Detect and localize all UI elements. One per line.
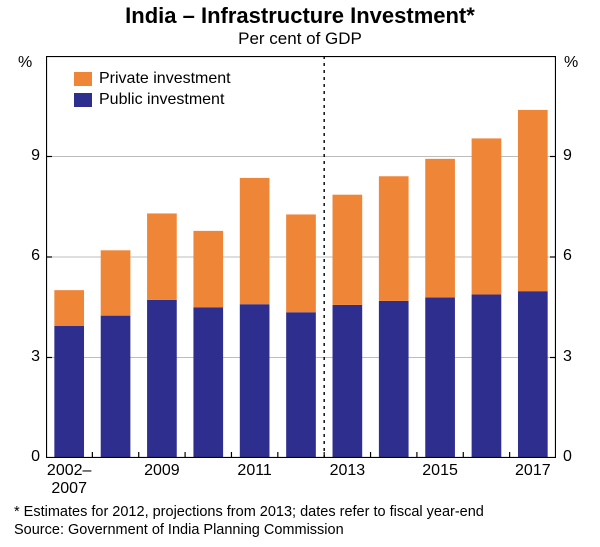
ytick-left-9: 9 (12, 147, 40, 165)
chart-subtitle: Per cent of GDP (0, 29, 600, 49)
bar-private (101, 250, 131, 315)
bar-private (472, 138, 502, 294)
bar-private (425, 159, 455, 298)
bar-public (101, 316, 131, 458)
chart-title: India – Infrastructure Investment* (0, 0, 600, 29)
legend-label: Private investment (99, 70, 231, 88)
bar-private (286, 214, 316, 312)
legend-item: Private investment (74, 70, 231, 88)
y-axis-unit-right: % (564, 54, 578, 72)
chart-root: India – Infrastructure Investment* Per c… (0, 0, 600, 547)
bar-public (147, 300, 177, 458)
xtick-0: 2002– 2007 (29, 462, 109, 499)
xtick-8: 2015 (400, 462, 480, 480)
footnotes: * Estimates for 2012, projections from 2… (14, 504, 484, 539)
footnote-2: Source: Government of India Planning Com… (14, 522, 484, 540)
ytick-left-3: 3 (12, 348, 40, 366)
bar-private (518, 110, 548, 291)
footnote-1: * Estimates for 2012, projections from 2… (14, 504, 484, 522)
bar-private (147, 213, 177, 299)
legend-item: Public investment (74, 91, 231, 109)
ytick-right-9: 9 (563, 147, 572, 165)
xtick-10: 2017 (493, 462, 573, 480)
bar-public (54, 326, 84, 458)
xtick-4: 2011 (215, 462, 295, 480)
bar-private (54, 290, 84, 326)
bar-public (518, 291, 548, 458)
bar-public (240, 304, 270, 458)
bar-public (286, 312, 316, 458)
bar-private (333, 195, 363, 305)
legend: Private investment Public investment (74, 70, 231, 112)
bar-private (240, 178, 270, 304)
bar-public (333, 305, 363, 458)
plot-area (46, 56, 556, 458)
legend-label: Public investment (99, 91, 224, 109)
bar-public (379, 301, 409, 458)
ytick-right-6: 6 (563, 247, 572, 265)
ytick-left-6: 6 (12, 247, 40, 265)
bar-private (379, 176, 409, 301)
legend-swatch (74, 93, 92, 107)
bar-public (193, 307, 223, 458)
legend-swatch (74, 72, 92, 86)
bar-private (193, 231, 223, 307)
bar-public (425, 298, 455, 458)
ytick-right-3: 3 (563, 348, 572, 366)
xtick-6: 2013 (307, 462, 387, 480)
y-axis-unit-left: % (18, 54, 32, 72)
bar-public (472, 295, 502, 458)
xtick-2: 2009 (122, 462, 202, 480)
